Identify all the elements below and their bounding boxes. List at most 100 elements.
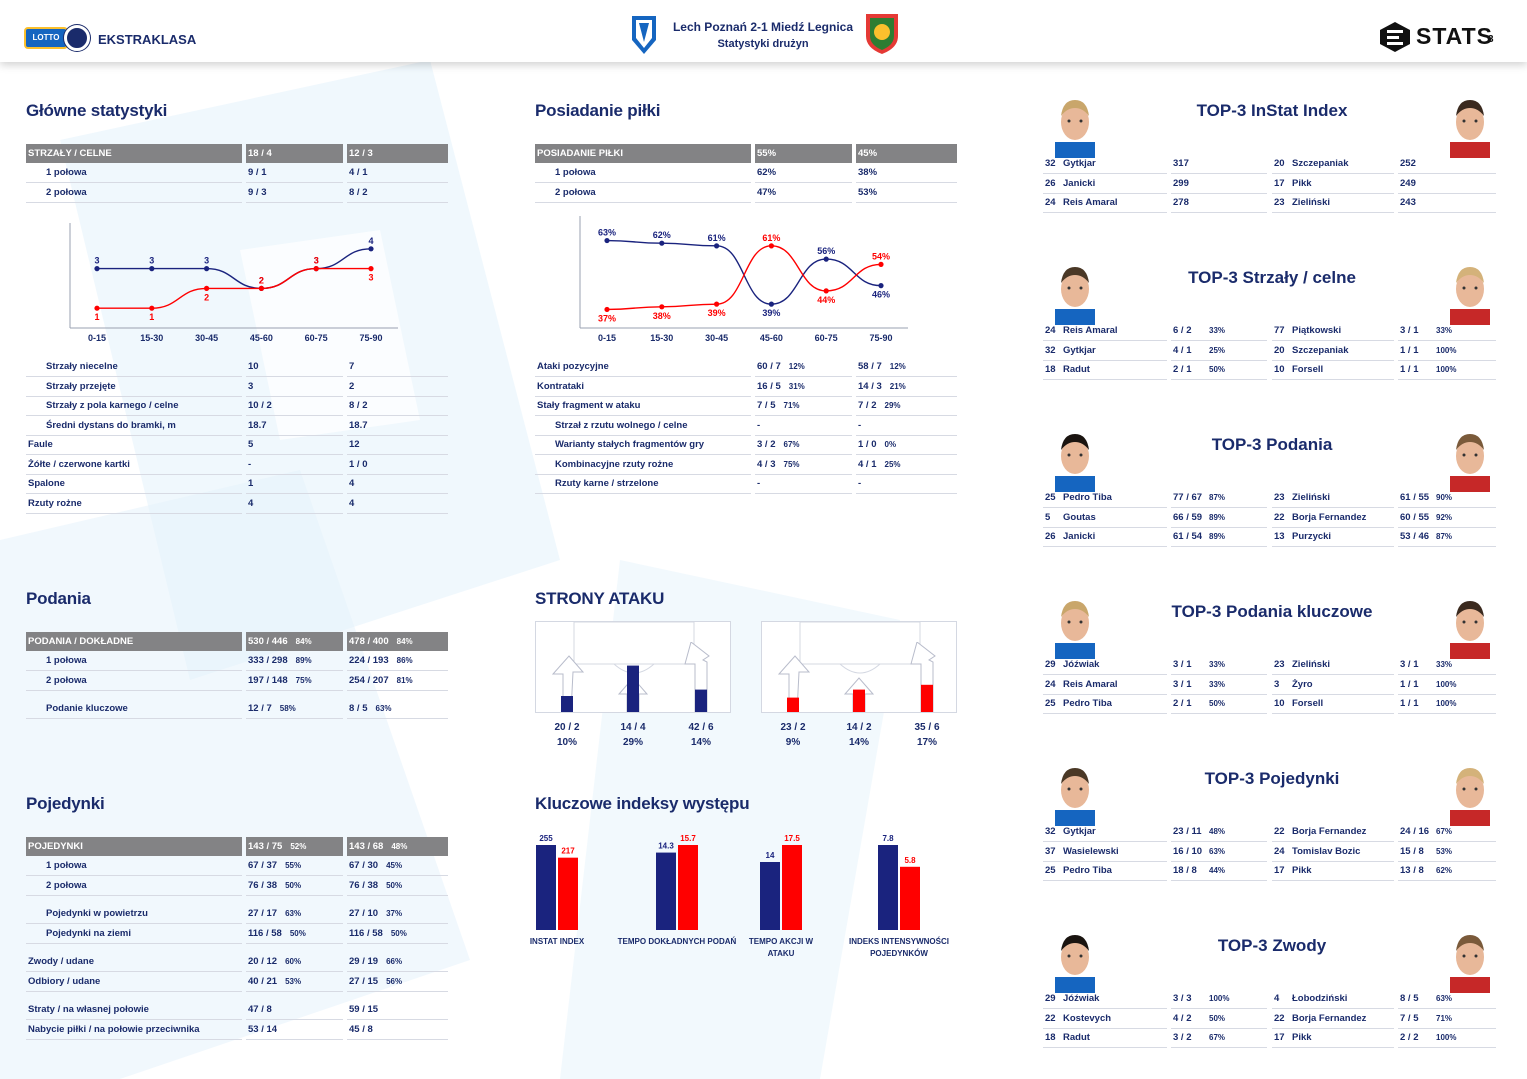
- table-row: Spalone 1 4: [26, 474, 448, 494]
- player-number: 25: [1045, 865, 1056, 876]
- row-away-value: 116 / 58 50%: [347, 923, 448, 944]
- player-value: 60 / 55: [1400, 511, 1430, 523]
- shots-header-label: STRZAŁY / CELNE: [26, 144, 242, 163]
- indices-title: Kluczowe indeksy występu: [535, 794, 750, 813]
- hair: [1456, 434, 1484, 450]
- player-value: 3 / 3: [1173, 993, 1192, 1004]
- player-value: 299: [1173, 177, 1189, 189]
- x-tick-label: 15-30: [650, 333, 673, 343]
- attack-count: 14 / 4: [620, 722, 646, 733]
- player-photo-icon: [1055, 434, 1095, 492]
- player-value: 3 / 2: [1173, 1032, 1192, 1043]
- x-tick-label: 45-60: [760, 333, 783, 343]
- shots-header-away: 12 / 3: [347, 144, 448, 163]
- home-value-label: 7.8: [882, 834, 894, 843]
- row-home-value: 40 / 21 53%: [246, 971, 343, 992]
- row-label: Nabycie piłki / na połowie przeciwnika: [26, 1019, 242, 1040]
- data-point: [149, 266, 155, 272]
- table-row: 1 połowa 9 / 1 4 / 1: [26, 163, 448, 183]
- home-bar: [536, 845, 556, 930]
- row-label: Strzały z pola karnego / celne: [26, 396, 242, 416]
- top-player-row: 17 Pikk 249: [1272, 175, 1496, 194]
- indices-bar-chart: 255 217 INSTAT INDEX 14.3 15.7 TEMPO DOKŁADNY…: [530, 834, 949, 958]
- row-home-value: 47 / 8: [246, 1000, 343, 1020]
- league-name: EKSTRAKLASA: [98, 32, 197, 47]
- attack-pct: 10%: [556, 737, 577, 748]
- table-row: Stały fragment w ataku 7 / 5 71% 7 / 2 29%: [535, 396, 957, 416]
- data-point: [714, 243, 720, 249]
- row-label: Rzuty rożne: [26, 493, 242, 514]
- attack-arrow-icon: [843, 677, 875, 712]
- player-name: Wasielewski: [1063, 845, 1119, 857]
- shots-header-home: 18 / 4: [246, 144, 343, 163]
- player-number: 22: [1274, 1012, 1285, 1024]
- row-away-value: 1 / 0 0%: [856, 435, 957, 455]
- home-value-label: 255: [539, 834, 553, 843]
- miedz-crest-icon: [866, 14, 898, 54]
- player-value: 24 / 16: [1400, 826, 1430, 837]
- player-number: 18: [1045, 1032, 1056, 1043]
- attack-count: 42 / 6: [688, 722, 714, 733]
- possession-header-row: POSIADANIE PIŁKI 55% 45%: [535, 144, 957, 163]
- hair: [1456, 768, 1484, 784]
- pct-value: 75%: [783, 459, 800, 469]
- attack-count: 23 / 2: [780, 722, 806, 733]
- row-label: Podanie kluczowe: [26, 699, 242, 719]
- player-name: Reis Amaral: [1063, 678, 1118, 690]
- row-label: Strzały przejęte: [26, 376, 242, 397]
- player-pct: 63%: [1209, 846, 1226, 856]
- player-value: 2 / 1: [1173, 364, 1192, 375]
- away-value-label: 15.7: [680, 834, 696, 843]
- attack-side-value: 14 / 4 29%: [603, 720, 663, 750]
- data-label: 37%: [598, 313, 616, 323]
- player-number: 24: [1045, 197, 1056, 208]
- row-away-value: 12: [347, 435, 448, 455]
- row-label: 1 połowa: [26, 856, 242, 876]
- row-home-value: 9 / 1: [246, 163, 343, 183]
- x-tick-label: 60-75: [305, 333, 328, 343]
- player-photo-icon: [1055, 935, 1095, 993]
- ekstraklasa-logo: LOTTO EKSTRAKLASA: [24, 25, 197, 53]
- top-player-row: 13 Purzycki 53 / 46 87%: [1272, 528, 1496, 547]
- row-home-value: 9 / 3: [246, 182, 343, 203]
- data-label: 2: [204, 292, 209, 302]
- row-label: Kontrataki: [535, 376, 751, 397]
- data-label: 2: [259, 275, 264, 285]
- table-row: Straty / na własnej połowie 47 / 8 59 / 15: [26, 1000, 448, 1020]
- possession-header-home: 55%: [755, 144, 852, 163]
- shirt: [1450, 643, 1490, 659]
- player-pct: 33%: [1209, 660, 1226, 669]
- face: [1456, 939, 1484, 975]
- pct-value: 50%: [289, 928, 306, 938]
- player-value: 1 / 1: [1400, 698, 1419, 709]
- row-home-value: 67 / 37 55%: [246, 856, 343, 876]
- player-number: 13: [1274, 531, 1285, 542]
- top-player-row: 3 Żyro 1 / 1 100%: [1272, 676, 1496, 695]
- shirt: [1450, 977, 1490, 993]
- player-value: 3 / 1: [1400, 659, 1419, 670]
- attack-count: 35 / 6: [914, 722, 940, 733]
- player-name: Reis Amaral: [1063, 197, 1118, 208]
- row-label: 2 połowa: [26, 670, 242, 691]
- table-row: Nabycie piłki / na połowie przeciwnika 53…: [26, 1019, 448, 1040]
- attack-count: 14 / 2: [846, 722, 872, 733]
- row-label: Kombinacyjne rzuty rożne: [535, 454, 751, 475]
- hair: [1061, 768, 1089, 784]
- player-value: 4 / 2: [1173, 1012, 1192, 1024]
- data-label: 39%: [708, 308, 726, 318]
- player-pct: 89%: [1209, 512, 1226, 522]
- player-value: 2 / 2: [1400, 1032, 1419, 1043]
- face: [1061, 772, 1089, 808]
- attack-arrow-icon: [551, 655, 585, 712]
- player-number: 22: [1274, 511, 1285, 523]
- data-point: [258, 285, 264, 291]
- data-label: 3: [204, 256, 209, 266]
- player-pct: 50%: [1209, 1013, 1226, 1023]
- away-bar: [678, 845, 698, 930]
- data-point: [604, 306, 610, 313]
- top-player-row: 22 Kostevych 4 / 2 50%: [1043, 1010, 1267, 1029]
- top-section-title: TOP-3 Pojedynki: [1204, 769, 1340, 788]
- data-label: 56%: [817, 246, 835, 256]
- data-label: 3: [368, 273, 373, 283]
- player-value: 77 / 67: [1173, 492, 1203, 503]
